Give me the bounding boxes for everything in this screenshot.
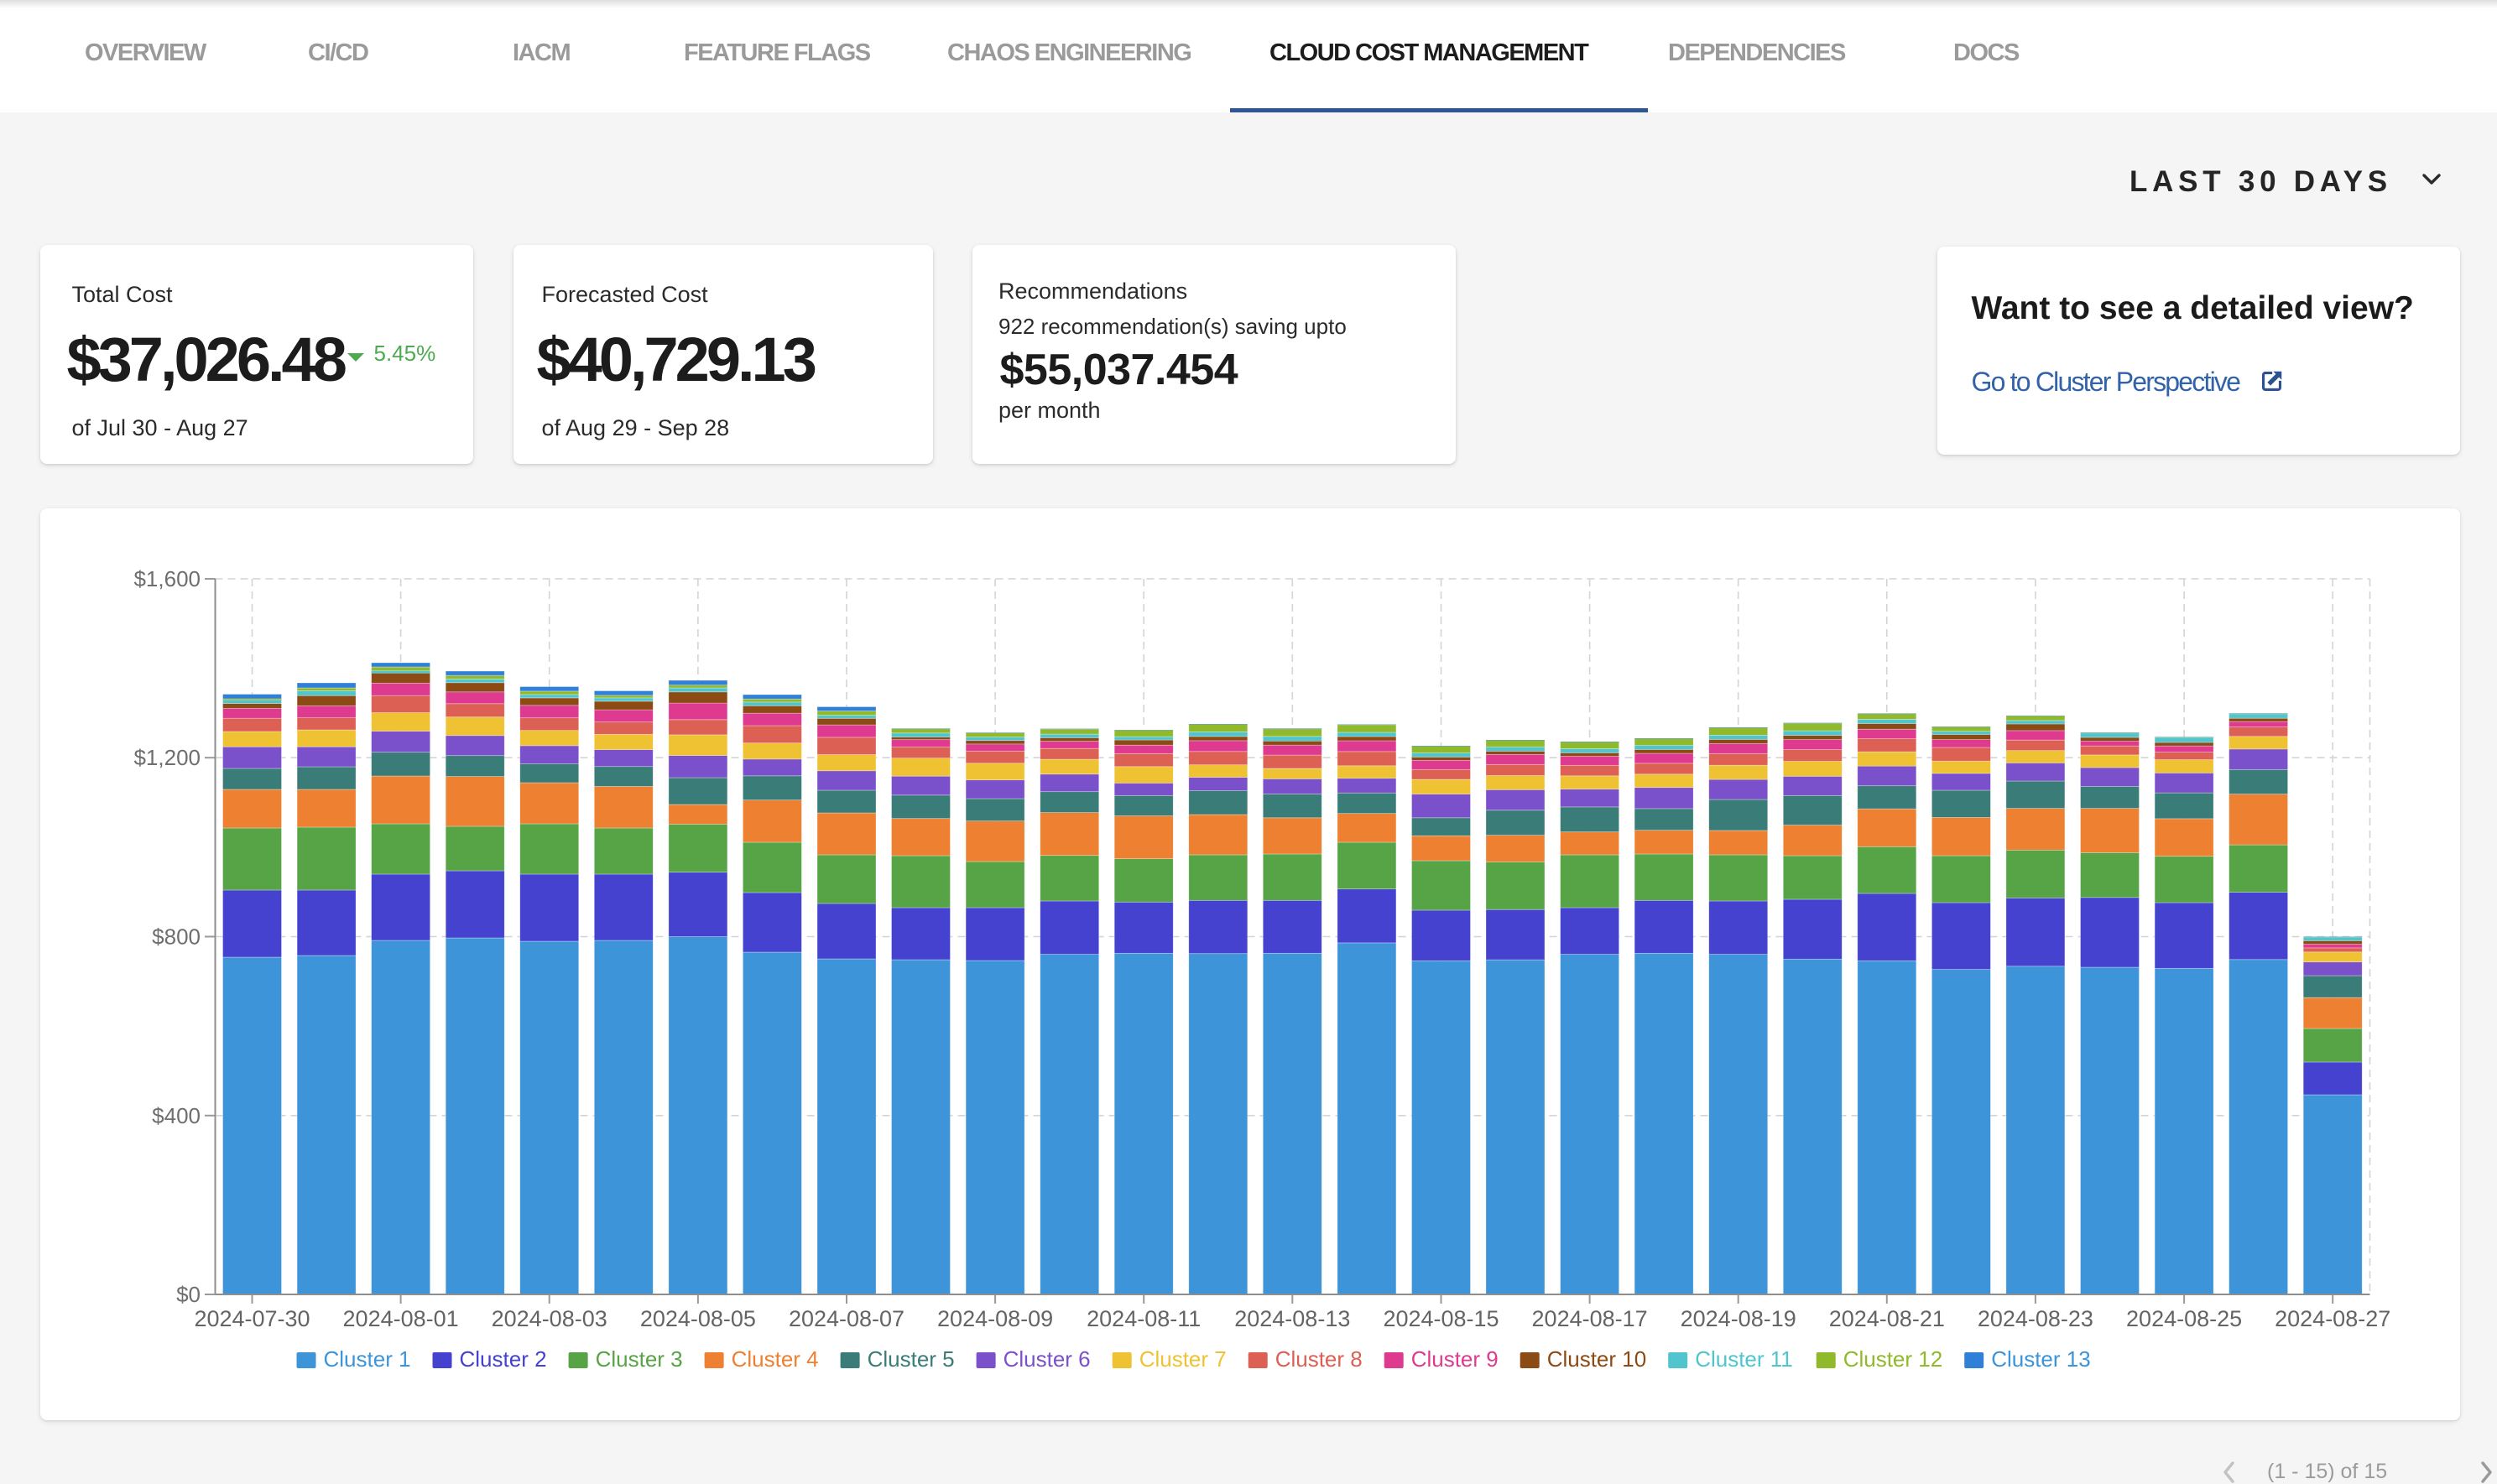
svg-text:2024-08-05: 2024-08-05 (639, 1306, 755, 1331)
svg-text:Cluster 2: Cluster 2 (459, 1346, 546, 1372)
svg-text:2024-08-07: 2024-08-07 (788, 1306, 904, 1331)
svg-text:2024-08-19: 2024-08-19 (1680, 1306, 1796, 1331)
svg-text:2024-08-23: 2024-08-23 (1977, 1306, 2093, 1331)
svg-text:$800: $800 (152, 924, 201, 950)
svg-text:Cluster 1: Cluster 1 (323, 1346, 410, 1372)
svg-text:2024-08-15: 2024-08-15 (1383, 1306, 1499, 1331)
svg-text:Cluster 7: Cluster 7 (1139, 1346, 1226, 1372)
svg-text:Cluster 3: Cluster 3 (595, 1346, 682, 1372)
svg-text:Cluster 13: Cluster 13 (1991, 1346, 2091, 1372)
svg-text:$400: $400 (152, 1103, 201, 1128)
svg-text:Cluster 5: Cluster 5 (867, 1346, 954, 1372)
svg-text:Cluster 9: Cluster 9 (1410, 1346, 1498, 1372)
svg-text:2024-07-30: 2024-07-30 (194, 1306, 310, 1331)
svg-text:2024-08-17: 2024-08-17 (1531, 1306, 1647, 1331)
svg-text:$1,600: $1,600 (133, 566, 201, 591)
svg-text:Cluster 8: Cluster 8 (1275, 1346, 1362, 1372)
svg-text:Cluster 10: Cluster 10 (1546, 1346, 1646, 1372)
svg-text:$1,200: $1,200 (133, 745, 201, 770)
svg-text:Cluster 11: Cluster 11 (1695, 1346, 1793, 1372)
svg-text:2024-08-09: 2024-08-09 (937, 1306, 1053, 1331)
svg-text:2024-08-27: 2024-08-27 (2275, 1306, 2390, 1331)
svg-text:2024-08-13: 2024-08-13 (1234, 1306, 1350, 1331)
svg-text:Cluster 12: Cluster 12 (1843, 1346, 1942, 1372)
svg-text:$0: $0 (176, 1282, 201, 1307)
svg-text:2024-08-01: 2024-08-01 (342, 1306, 458, 1331)
svg-text:2024-08-11: 2024-08-11 (1087, 1306, 1201, 1331)
svg-text:Cluster 4: Cluster 4 (731, 1346, 818, 1372)
svg-text:2024-08-03: 2024-08-03 (491, 1306, 607, 1331)
svg-text:2024-08-25: 2024-08-25 (2126, 1306, 2242, 1331)
svg-text:Cluster 6: Cluster 6 (1003, 1346, 1090, 1372)
svg-text:2024-08-21: 2024-08-21 (1828, 1306, 1944, 1331)
